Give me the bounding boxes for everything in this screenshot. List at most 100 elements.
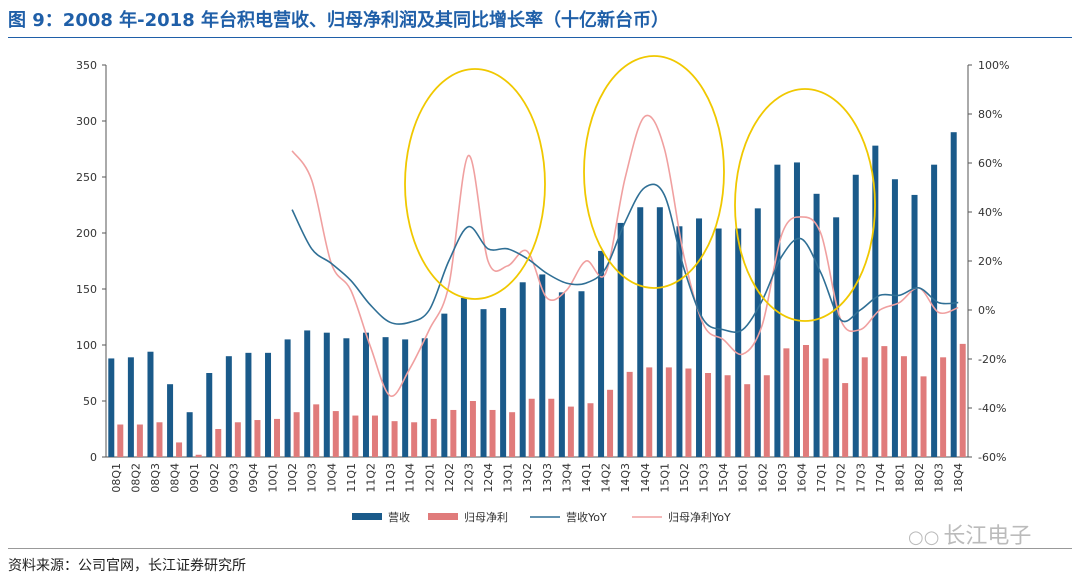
profit-bar — [489, 409, 496, 457]
revenue-bar — [617, 222, 624, 457]
profit-bar — [469, 401, 476, 457]
revenue-bar — [578, 291, 585, 457]
profit-bar — [881, 346, 888, 457]
revenue-bar — [304, 330, 311, 457]
profit-bar — [822, 358, 829, 457]
watermark-text: 长江电子 — [943, 524, 1032, 549]
revenue-bar — [284, 339, 291, 457]
highlight-ellipse — [404, 68, 546, 300]
profit-bar — [607, 389, 614, 457]
legend-label: 归母净利YoY — [668, 510, 731, 524]
legend-label: 营收 — [388, 510, 410, 524]
revenue-bar — [343, 338, 350, 457]
profit-bar — [685, 368, 692, 457]
revenue-bar — [480, 309, 487, 457]
profit-bar — [176, 442, 183, 457]
revenue-bar — [147, 351, 154, 457]
watermark: ○○ 长江电子 — [908, 518, 1031, 550]
right-axis-tick-label: -40% — [978, 402, 1006, 415]
chart-canvas: 0 50 100 150 200 250 300 350 -60% -40% -20% 0% 20% 40… — [76, 55, 1009, 524]
highlight-ellipse — [734, 88, 876, 322]
revenue-bar — [558, 292, 565, 457]
profit-bar — [352, 415, 359, 457]
title-divider — [8, 37, 1072, 38]
x-axis-tick-label: 11Q4 — [404, 463, 417, 493]
revenue-bar — [891, 179, 898, 458]
legend-label: 归母净利 — [464, 510, 508, 524]
x-axis-tick-label: 14Q1 — [580, 463, 593, 493]
right-axis-tick-label: 40% — [978, 206, 1002, 219]
x-axis-tick-label: 14Q2 — [600, 463, 613, 493]
x-axis-tick-label: 16Q1 — [737, 463, 750, 493]
left-axis-tick-label: 350 — [76, 59, 97, 72]
revenue-bar — [265, 352, 272, 457]
profit-bar — [900, 356, 907, 457]
profit-bar — [646, 367, 653, 457]
profit-bar — [665, 367, 672, 457]
footer-divider — [8, 548, 1072, 549]
x-axis-tick-label: 12Q3 — [462, 463, 475, 493]
chart-bars — [108, 132, 966, 458]
x-axis-tick-label: 10Q4 — [325, 463, 338, 493]
x-axis-tick-label: 12Q4 — [482, 463, 495, 493]
revenue-bar — [206, 373, 213, 457]
x-axis-tick-label: 08Q3 — [149, 463, 162, 493]
profit-bar — [117, 424, 124, 457]
left-axis-tick-label: 50 — [83, 395, 97, 408]
profit-bar — [802, 345, 809, 457]
x-axis-tick-label: 10Q1 — [267, 463, 280, 493]
x-axis-tick-label: 13Q2 — [521, 463, 534, 493]
revenue-bar — [872, 145, 879, 457]
x-axis-tick-label: 10Q3 — [306, 463, 319, 493]
revenue-bar — [108, 358, 115, 457]
profit-bar — [274, 418, 281, 457]
legend-swatch — [352, 513, 382, 520]
x-axis-tick-label: 18Q4 — [952, 463, 965, 493]
revenue-bar — [460, 297, 467, 457]
left-axis-tick-label: 150 — [76, 283, 97, 296]
profit-bar — [920, 376, 927, 457]
x-axis-tick-label: 09Q1 — [188, 463, 201, 493]
profit-bar — [234, 422, 241, 457]
right-axis-tick-label: -60% — [978, 451, 1006, 464]
x-axis-tick-label: 13Q4 — [560, 463, 573, 493]
wechat-icon: ○○ — [908, 527, 940, 548]
revenue-bar — [950, 132, 957, 457]
right-axis-tick-label: 20% — [978, 255, 1002, 268]
profit-bar — [763, 375, 770, 457]
revenue-bar — [382, 337, 389, 457]
profit-bar — [371, 415, 378, 457]
profit-bar — [548, 398, 555, 457]
revenue-bar — [793, 162, 800, 457]
profit-bar — [940, 357, 947, 457]
profit-bar — [861, 357, 868, 457]
revenue-yoy-line — [291, 183, 959, 333]
profit-bar — [391, 421, 398, 457]
right-axis-tick-label: 0% — [978, 304, 995, 317]
highlight-ellipses — [404, 55, 876, 322]
x-axis-tick-label: 12Q1 — [423, 463, 436, 493]
legend-swatch — [428, 513, 458, 520]
revenue-bar — [186, 412, 193, 457]
x-axis-tick-label: 09Q3 — [227, 463, 240, 493]
x-axis-tick-label: 12Q2 — [443, 463, 456, 493]
x-axis-tick-label: 15Q1 — [658, 463, 671, 493]
x-axis-tick-label: 11Q2 — [364, 463, 377, 493]
left-axis-tick-label: 0 — [90, 451, 97, 464]
profit-bar — [430, 418, 437, 457]
profit-bar — [528, 398, 535, 457]
x-axis-tick-label: 08Q2 — [129, 463, 142, 493]
x-axis-tick-label: 15Q4 — [717, 463, 730, 493]
profit-bar — [724, 375, 731, 457]
revenue-bar — [519, 282, 526, 457]
revenue-bar — [735, 228, 742, 457]
highlight-ellipse — [583, 55, 725, 289]
revenue-bar — [245, 352, 252, 457]
right-axis-tick-label: 100% — [978, 59, 1009, 72]
x-axis-tick-label: 11Q3 — [384, 463, 397, 493]
revenue-bar — [833, 217, 840, 457]
chart-axes: 0 50 100 150 200 250 300 350 -60% -40% -20% 0% 20% 40… — [76, 59, 1009, 493]
profit-bar — [959, 343, 966, 457]
x-axis-tick-label: 16Q3 — [776, 463, 789, 493]
x-axis-tick-label: 10Q2 — [286, 463, 299, 493]
